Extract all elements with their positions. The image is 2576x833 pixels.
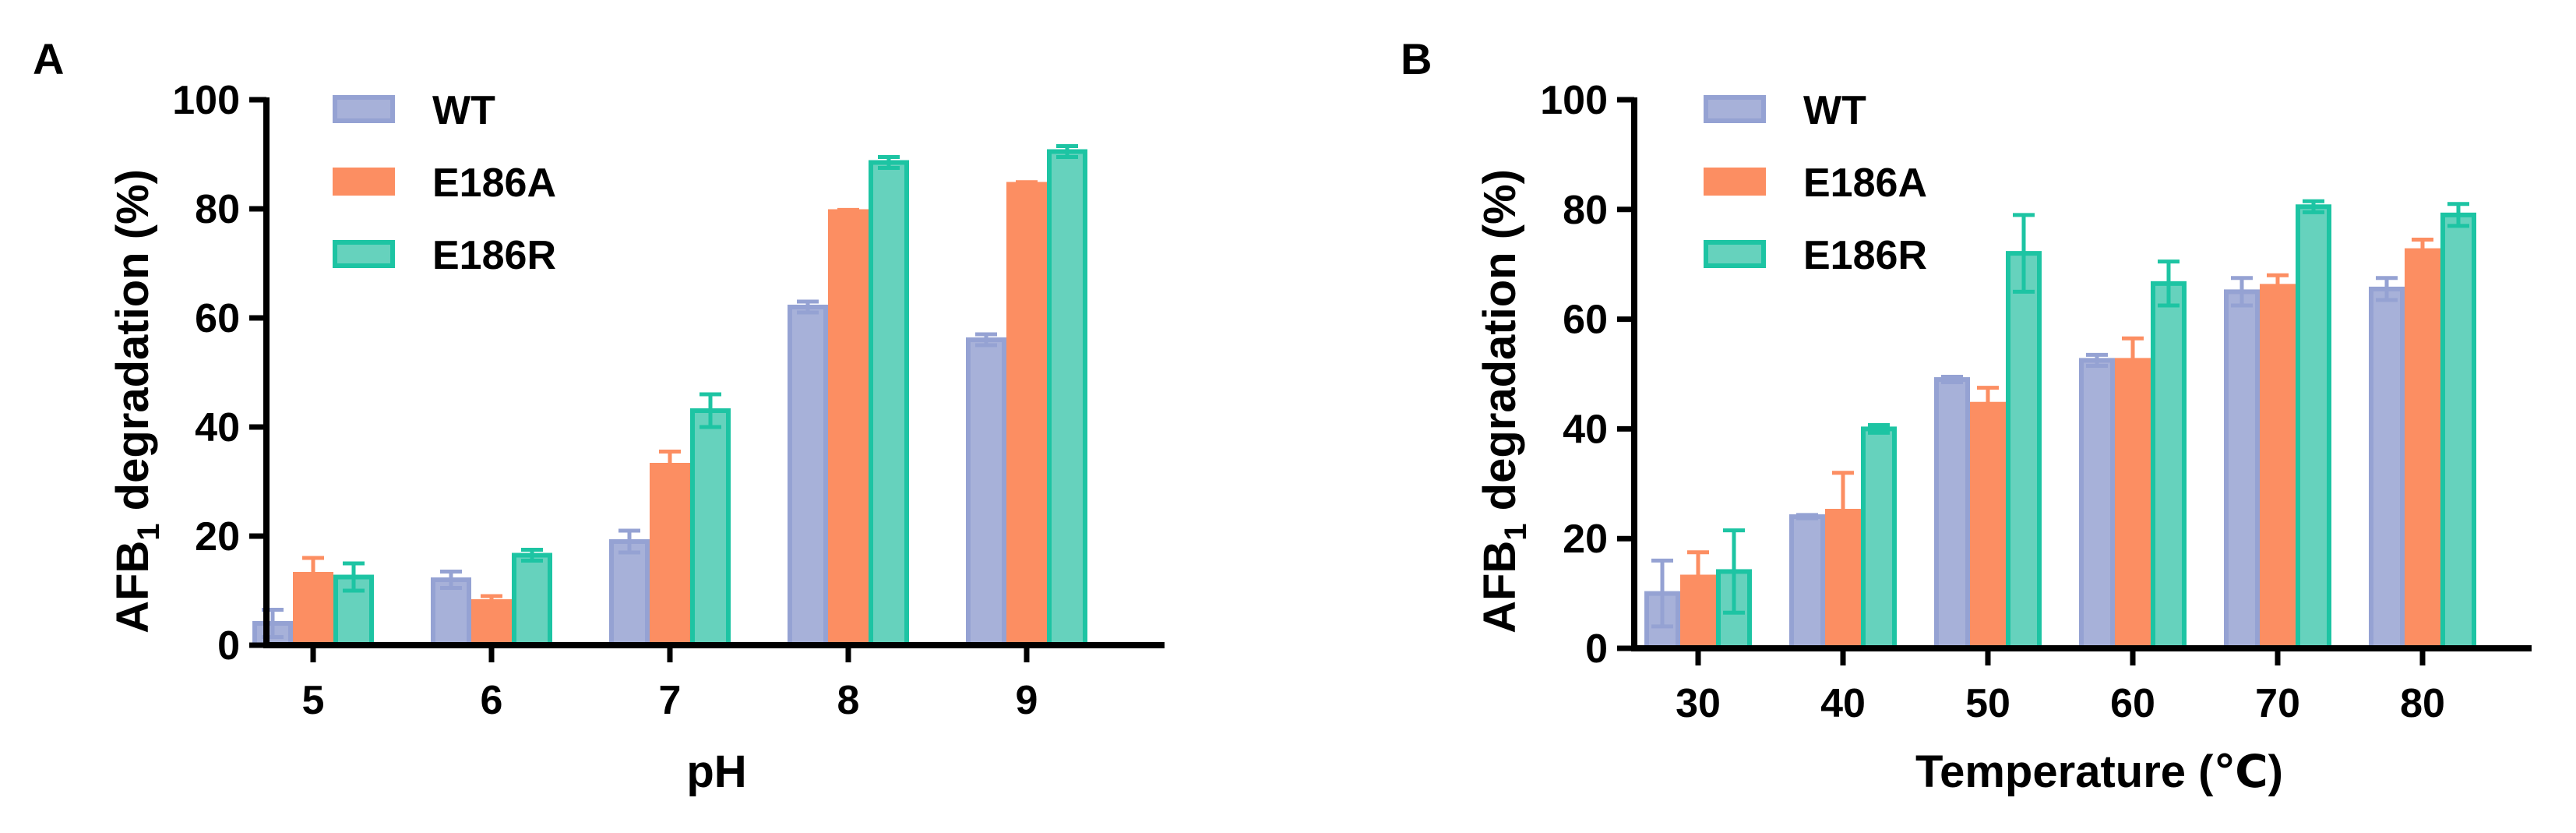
x-tick-label: 8 xyxy=(837,678,860,723)
x-tick-label: 30 xyxy=(1676,681,1721,726)
y-tick-label: 60 xyxy=(195,296,240,341)
y-axis-title-subscript: 1 xyxy=(132,523,166,540)
x-tick-label: 40 xyxy=(1820,681,1866,726)
bar-e186r xyxy=(1861,426,1897,651)
bar-e186a xyxy=(1970,401,2006,651)
bar-e186a xyxy=(828,209,869,648)
legend-label-e186r: E186R xyxy=(432,233,556,278)
bar-e186r xyxy=(2296,204,2331,651)
y-axis-title-rest: degradation (%) xyxy=(1475,169,1525,523)
x-tick-label: 70 xyxy=(2255,681,2300,726)
bar-e186a xyxy=(2115,358,2151,651)
bar-e186a xyxy=(2405,248,2440,651)
legend-label-wt: WT xyxy=(432,88,495,133)
y-tick-label: 60 xyxy=(1563,298,1608,343)
bar-e186r xyxy=(690,408,731,648)
bar-wt xyxy=(966,337,1006,648)
x-tick-label: 6 xyxy=(481,678,503,723)
legend-swatch-e186r xyxy=(1704,240,1766,268)
bar-wt xyxy=(2079,358,2115,651)
y-tick-label: 0 xyxy=(217,623,240,669)
panel-label: B xyxy=(1401,34,1432,83)
bar-wt xyxy=(2369,286,2405,651)
y-axis-title-rest: degradation (%) xyxy=(107,169,158,523)
bar-e186a xyxy=(1825,509,1861,651)
y-tick-label: 20 xyxy=(1563,517,1608,562)
legend-swatch-e186a xyxy=(1704,168,1766,196)
x-tick-label: 7 xyxy=(659,678,682,723)
y-tick-label: 40 xyxy=(195,405,240,450)
x-axis-title: Temperature (℃) xyxy=(1915,747,2283,797)
bar-e186a xyxy=(471,599,512,648)
y-axis-title: AFB1 degradation (%) xyxy=(107,169,166,634)
panel-label: A xyxy=(33,34,64,83)
bar-wt xyxy=(2224,289,2260,651)
bar-wt xyxy=(609,539,650,648)
bar-e186r xyxy=(2151,281,2187,651)
legend-label-e186a: E186A xyxy=(432,161,556,206)
legend-swatch-wt xyxy=(1704,95,1766,123)
bar-e186r xyxy=(2440,212,2476,651)
bar-e186a xyxy=(2260,284,2296,651)
x-tick-label: 9 xyxy=(1016,678,1038,723)
x-axis-title: pH xyxy=(686,747,746,797)
bar-e186r xyxy=(869,160,909,648)
y-tick-label: 40 xyxy=(1563,407,1608,452)
y-tick-label: 80 xyxy=(195,187,240,232)
x-tick-label: 5 xyxy=(302,678,325,723)
x-tick-label: 80 xyxy=(2400,681,2445,726)
bar-e186r xyxy=(512,552,552,648)
legend-label-e186a: E186A xyxy=(1803,161,1927,206)
y-axis-title-main: AFB xyxy=(107,541,158,634)
y-axis-title-subscript: 1 xyxy=(1499,523,1533,540)
y-axis-title-main: AFB xyxy=(1475,541,1525,634)
panel-a: A AFB1 degradation (%) pH 0 20 40 60 80 100 5 6… xyxy=(33,34,1165,797)
y-tick-label: 0 xyxy=(1585,627,1608,672)
x-tick-label: 60 xyxy=(2110,681,2155,726)
y-tick-label: 80 xyxy=(1563,188,1608,233)
panel-b: B AFB1 degradation (%) Temperature (℃) 0… xyxy=(1401,34,2532,797)
bar-e186r xyxy=(2006,251,2042,651)
legend-swatch-e186r xyxy=(333,240,395,268)
bar-e186a xyxy=(1006,182,1047,648)
y-tick-label: 100 xyxy=(172,78,240,123)
legend-label-wt: WT xyxy=(1803,88,1866,133)
y-axis-title: AFB1 degradation (%) xyxy=(1475,169,1533,634)
legend-swatch-e186a xyxy=(333,168,395,196)
bar-e186r xyxy=(1047,149,1087,648)
x-tick-label: 50 xyxy=(1965,681,2010,726)
bar-wt xyxy=(788,305,828,648)
bar-e186a xyxy=(650,463,690,648)
y-tick-label: 20 xyxy=(195,514,240,559)
y-tick-label: 100 xyxy=(1540,78,1608,123)
legend-label-e186r: E186R xyxy=(1803,233,1927,278)
bar-wt xyxy=(1789,514,1825,651)
legend-swatch-wt xyxy=(333,95,395,123)
bar-e186a xyxy=(1680,574,1716,651)
bar-e186a xyxy=(293,572,333,648)
bar-wt xyxy=(1934,377,1970,651)
